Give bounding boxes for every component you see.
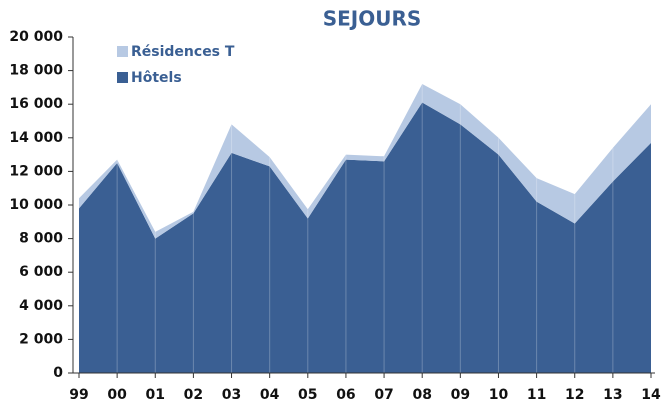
x-tick-label: 07 [374, 387, 393, 403]
x-tick-label: 05 [298, 387, 317, 403]
chart-title: SEJOURS [323, 7, 422, 31]
legend-label: Hôtels [131, 70, 182, 86]
y-tick-label: 4 000 [19, 298, 63, 314]
area [79, 102, 651, 374]
y-tick-label: 16 000 [9, 96, 63, 112]
y-tick-label: 18 000 [9, 63, 63, 79]
x-tick-label: 14 [641, 387, 661, 403]
y-tick-label: 8 000 [19, 231, 63, 247]
x-tick-label: 00 [107, 387, 127, 403]
x-tick-label: 06 [336, 387, 355, 403]
x-tick-label: 08 [412, 387, 431, 403]
x-tick-label: 01 [146, 387, 165, 403]
x-tick-label: 04 [260, 387, 280, 403]
x-tick-label: 13 [603, 387, 622, 403]
x-tick-label: 09 [451, 387, 470, 403]
legend-swatch [117, 46, 128, 57]
y-tick-label: 12 000 [9, 163, 63, 179]
x-tick-label: 02 [184, 387, 203, 403]
x-tick-label: 99 [69, 387, 88, 403]
x-tick-label: 11 [527, 387, 546, 403]
y-tick-label: 10 000 [9, 197, 63, 213]
x-tick-label: 12 [565, 387, 584, 403]
y-tick-label: 6 000 [19, 264, 63, 280]
legend-label: Résidences T [131, 44, 235, 60]
y-tick-label: 20 000 [9, 29, 63, 45]
y-tick-label: 2 000 [19, 331, 63, 347]
x-tick-label: 03 [222, 387, 241, 403]
x-tick-label: 10 [489, 387, 509, 403]
y-tick-label: 14 000 [9, 130, 63, 146]
y-tick-label: 0 [53, 365, 63, 381]
legend-swatch [117, 72, 128, 83]
